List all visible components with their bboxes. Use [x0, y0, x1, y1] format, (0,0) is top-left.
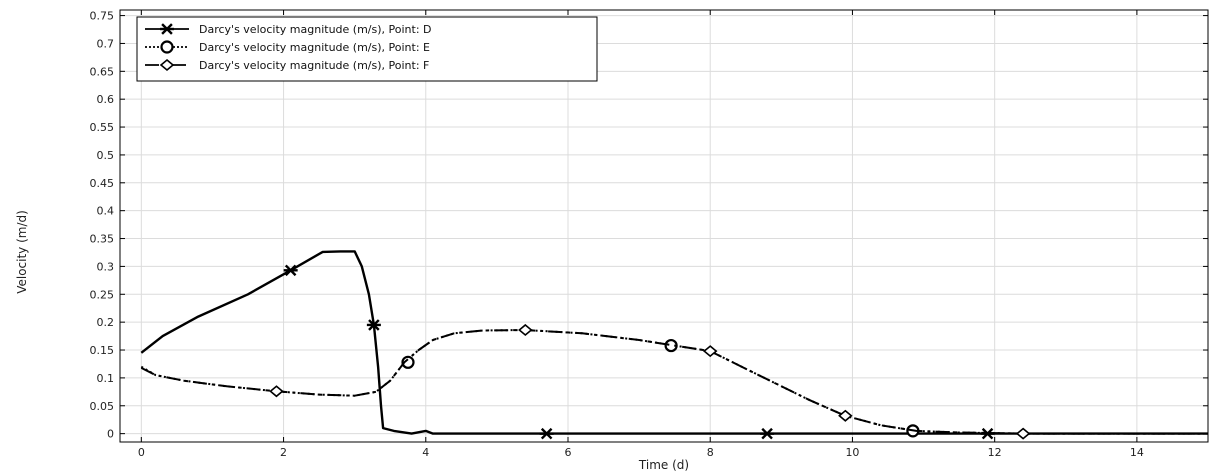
y-tick-label: 0.65 — [90, 65, 115, 78]
x-tick-label: 8 — [707, 446, 714, 459]
x-tick-label: 0 — [138, 446, 145, 459]
y-tick-label: 0.75 — [90, 10, 115, 23]
series-3-point — [269, 385, 284, 398]
legend-label-1: Darcy's velocity magnitude (m/s), Point:… — [199, 23, 432, 36]
y-tick-label: 0.2 — [97, 316, 115, 329]
y-tick-label: 0.1 — [97, 372, 115, 385]
y-tick-label: 0 — [107, 428, 114, 441]
y-tick-label: 0.6 — [97, 93, 115, 106]
y-tick-label: 0.35 — [90, 233, 115, 246]
series-line-1 — [140, 250, 1208, 435]
x-tick-label: 6 — [565, 446, 572, 459]
y-tick-label: 0.3 — [97, 260, 115, 273]
y-tick-label: 0.7 — [97, 37, 115, 50]
legend-label-3: Darcy's velocity magnitude (m/s), Point:… — [199, 59, 429, 72]
y-axis-title: Velocity (m/d) — [15, 210, 29, 294]
y-tick-label: 0.5 — [97, 149, 115, 162]
legend-marker-1 — [160, 23, 174, 35]
series-1-point — [283, 264, 298, 277]
y-tick-label: 0.55 — [90, 121, 115, 134]
x-tick-label: 10 — [845, 446, 859, 459]
series-3-point — [1015, 427, 1031, 440]
grid — [120, 10, 1208, 442]
legend: Darcy's velocity magnitude (m/s), Point:… — [136, 16, 598, 82]
legend-marker-2 — [160, 40, 174, 54]
series-3-point — [518, 323, 533, 337]
series-3-point — [838, 409, 853, 422]
legend-box — [136, 16, 598, 82]
y-tick-label: 0.45 — [90, 177, 115, 190]
series-1-point — [760, 427, 775, 440]
y-tick-label: 0.15 — [90, 344, 115, 357]
x-axis-title: Time (d) — [638, 458, 689, 471]
x-tick-label: 14 — [1130, 446, 1144, 459]
legend-label-2: Darcy's velocity magnitude (m/s), Point:… — [199, 41, 430, 54]
ticks: 0 2 4 6 8 10 12 14 0 0.05 0.1 0.15 0.2 0.25 0.3 0.35 0.4… — [90, 10, 1208, 459]
y-tick-label: 0.4 — [97, 205, 115, 218]
series-3-point — [702, 345, 718, 358]
series-2-point — [401, 355, 415, 369]
x-tick-label: 12 — [988, 446, 1002, 459]
x-tick-label: 2 — [280, 446, 287, 459]
plot-frame — [119, 9, 1209, 443]
legend-marker-3 — [159, 58, 175, 72]
y-tick-label: 0.25 — [90, 288, 115, 301]
series-line-3 — [140, 329, 1208, 435]
y-tick-label: 0.05 — [90, 400, 115, 413]
series-1-point — [539, 427, 554, 440]
series-1-point — [366, 319, 381, 331]
series-layer — [140, 250, 1208, 440]
x-tick-label: 4 — [422, 446, 429, 459]
